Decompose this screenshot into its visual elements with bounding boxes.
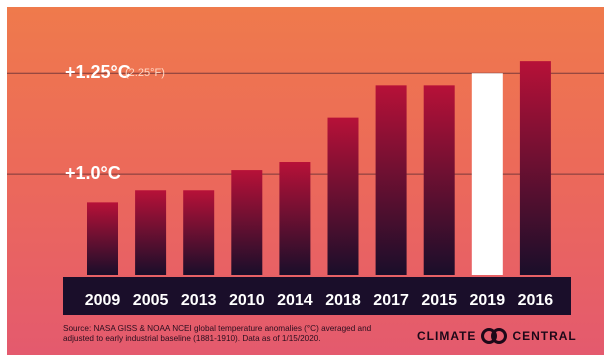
category-label-2013: 2013 bbox=[181, 292, 217, 309]
category-label-2015: 2015 bbox=[421, 292, 457, 309]
category-label-2017: 2017 bbox=[373, 292, 409, 309]
bar-2019 bbox=[471, 73, 503, 276]
gridlines bbox=[7, 72, 604, 175]
y-tick-sublabel: (2.25°F) bbox=[125, 67, 165, 79]
bar-2014 bbox=[279, 162, 311, 275]
source-note: Source: NASA GISS & NOAA NCEI global tem… bbox=[63, 324, 372, 343]
bar-2005 bbox=[135, 190, 167, 275]
category-label-2009: 2009 bbox=[85, 292, 121, 309]
y-tick-labels: +1.0°C +1.25°C(2.25°F) bbox=[65, 62, 165, 183]
brand-word-climate: CLIMATE bbox=[417, 329, 477, 343]
category-label-2018: 2018 bbox=[325, 292, 361, 309]
bar-2013 bbox=[183, 190, 215, 275]
y-tick-label: +1.25°C bbox=[65, 62, 131, 82]
bar-2015 bbox=[423, 85, 455, 275]
category-label-2005: 2005 bbox=[133, 292, 169, 309]
bars bbox=[87, 61, 551, 276]
brand-logo: CLIMATE CENTRAL bbox=[417, 328, 577, 344]
category-label-2019: 2019 bbox=[470, 292, 506, 309]
category-band bbox=[63, 277, 571, 315]
category-label-2016: 2016 bbox=[518, 292, 554, 309]
bar-2009 bbox=[87, 202, 118, 275]
y-tick-label: +1.0°C bbox=[65, 163, 121, 183]
category-label-2010: 2010 bbox=[229, 292, 265, 309]
bar-2018 bbox=[327, 117, 359, 275]
chart-panel: 2009 2005 2013 2010 2014 2018 2017 2015 2019 2016… bbox=[7, 7, 604, 355]
category-labels: 2009 2005 2013 2010 2014 2018 2017 2015 2019 2016 bbox=[85, 292, 554, 309]
bar-chart: 2009 2005 2013 2010 2014 2018 2017 2015 2019 2016… bbox=[7, 61, 604, 315]
brand-word-central: CENTRAL bbox=[512, 329, 577, 343]
category-label-2014: 2014 bbox=[277, 292, 313, 309]
climate-central-logo-icon bbox=[481, 328, 508, 344]
bar-2010 bbox=[231, 170, 263, 275]
bar-2016 bbox=[519, 61, 551, 275]
bar-2017 bbox=[375, 85, 407, 275]
